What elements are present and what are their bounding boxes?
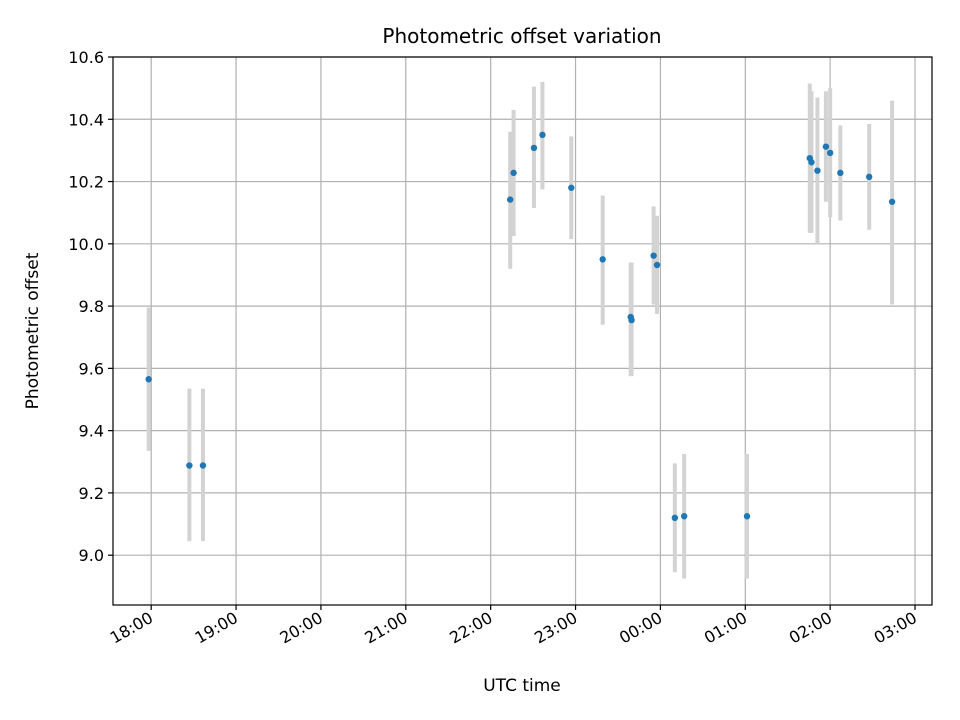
data-point	[186, 462, 193, 469]
y-tick-label: 9.8	[79, 297, 104, 316]
data-point	[814, 167, 821, 174]
y-tick-label: 10.4	[68, 110, 104, 129]
y-tick-label: 9.4	[79, 422, 104, 441]
plot-frame	[112, 56, 933, 606]
data-point	[865, 173, 873, 181]
data-point	[145, 376, 152, 383]
data-point	[680, 513, 688, 520]
y-tick-label: 10.6	[68, 48, 104, 67]
data-point	[199, 462, 207, 469]
data-point	[599, 256, 606, 263]
data-point	[653, 261, 661, 269]
data-point	[506, 196, 514, 203]
data-points	[145, 131, 896, 522]
y-axis-title: Photometric offset	[23, 252, 43, 409]
data-point	[510, 169, 517, 177]
data-point	[888, 198, 896, 205]
data-point	[539, 131, 546, 139]
data-point	[837, 169, 844, 177]
data-point	[530, 144, 538, 152]
data-point	[568, 184, 575, 191]
data-point	[826, 149, 834, 157]
data-point	[628, 316, 635, 324]
y-tick-label: 9.2	[79, 484, 104, 503]
data-point	[808, 159, 815, 166]
data-point	[743, 513, 751, 520]
y-tick-label: 10.0	[68, 235, 104, 254]
y-tick-label: 9.6	[79, 359, 104, 378]
y-tick-label: 9.0	[79, 546, 104, 565]
data-point	[822, 143, 830, 150]
y-tick-label: 10.2	[68, 173, 104, 192]
chart-title: Photometric offset variation	[382, 24, 661, 48]
x-axis-title: UTC time	[483, 676, 561, 696]
y-axis-ticks: 9.0 9.2 9.4 9.6 9.8 10.0 10.2 10.4 10.6	[68, 48, 113, 565]
data-point	[671, 514, 679, 522]
data-point	[650, 252, 657, 259]
